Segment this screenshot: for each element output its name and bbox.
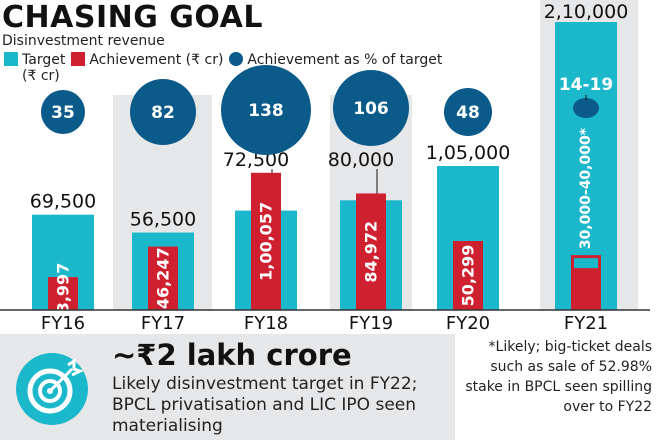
achievement-label: 1,00,057: [257, 202, 276, 281]
legend-achievement-label: Achievement (₹ cr): [89, 52, 224, 68]
pct-label: 48: [456, 103, 480, 123]
pct-swatch: [229, 52, 244, 66]
footnote: *Likely; big-ticket deals such as sale o…: [465, 339, 652, 415]
chart-subtitle: Disinvestment revenue: [2, 33, 165, 49]
achievement-label: 50,299: [459, 245, 478, 307]
achievement-range-marker: [574, 258, 598, 269]
pct-circle: [221, 65, 311, 155]
pct-label: 82: [151, 103, 175, 123]
chart-title: CHASING GOAL: [2, 0, 263, 35]
legend-achievement: Achievement (₹ cr): [71, 52, 223, 68]
target-label: 1,05,000: [426, 142, 511, 164]
pct-label: 138: [248, 101, 284, 121]
target-label: 80,000: [328, 149, 394, 171]
callout-text: Likely disinvestment target in FY22; BPC…: [112, 374, 418, 436]
target-label: 2,10,000: [544, 1, 629, 23]
legend-pct-label: Achievement as % of target: [247, 52, 443, 68]
pct-circle: [130, 79, 196, 145]
achievement-label: 30,000-40,000*: [578, 127, 594, 249]
pct-label: 14-19: [559, 75, 613, 95]
achievement-bar: [48, 277, 78, 310]
legend-pct: Achievement as % of target: [229, 52, 442, 68]
achievement-bar: [356, 193, 386, 310]
legend: Target (₹ cr) Achievement (₹ cr) Achievem…: [4, 52, 442, 84]
legend-target-unit: (₹ cr): [22, 68, 60, 84]
callout-heading: ~₹2 lakh crore: [112, 338, 352, 372]
callout-panel: [0, 334, 455, 440]
x-tick-label: FY20: [446, 313, 490, 334]
achievement-label: 46,247: [154, 247, 173, 309]
pct-label: 106: [353, 99, 389, 119]
achievement-bar: [251, 172, 281, 310]
legend-target-label: Target: [22, 52, 66, 68]
target-swatch: [4, 52, 18, 66]
pct-label: 35: [51, 103, 75, 123]
target-label: 69,500: [30, 191, 96, 213]
pct-circle: [444, 88, 492, 136]
x-tick-label: FY16: [41, 313, 85, 334]
legend-target: Target (₹ cr): [4, 52, 65, 84]
x-tick-label: FY21: [564, 313, 608, 334]
achievement-bar: [453, 241, 483, 310]
pct-circle: [333, 70, 409, 146]
pct-circle: [41, 90, 85, 134]
target-icon: [16, 353, 88, 425]
pct-circle: [573, 98, 599, 118]
achievement-bar: [148, 246, 178, 310]
achievement-label: 84,972: [362, 221, 381, 283]
x-tick-label: FY18: [244, 313, 288, 334]
x-tick-label: FY17: [141, 313, 185, 334]
achievement-swatch: [71, 52, 86, 66]
x-tick-label: FY19: [349, 313, 393, 334]
achievement-label: 23,997: [54, 263, 73, 325]
target-label: 56,500: [130, 209, 196, 231]
